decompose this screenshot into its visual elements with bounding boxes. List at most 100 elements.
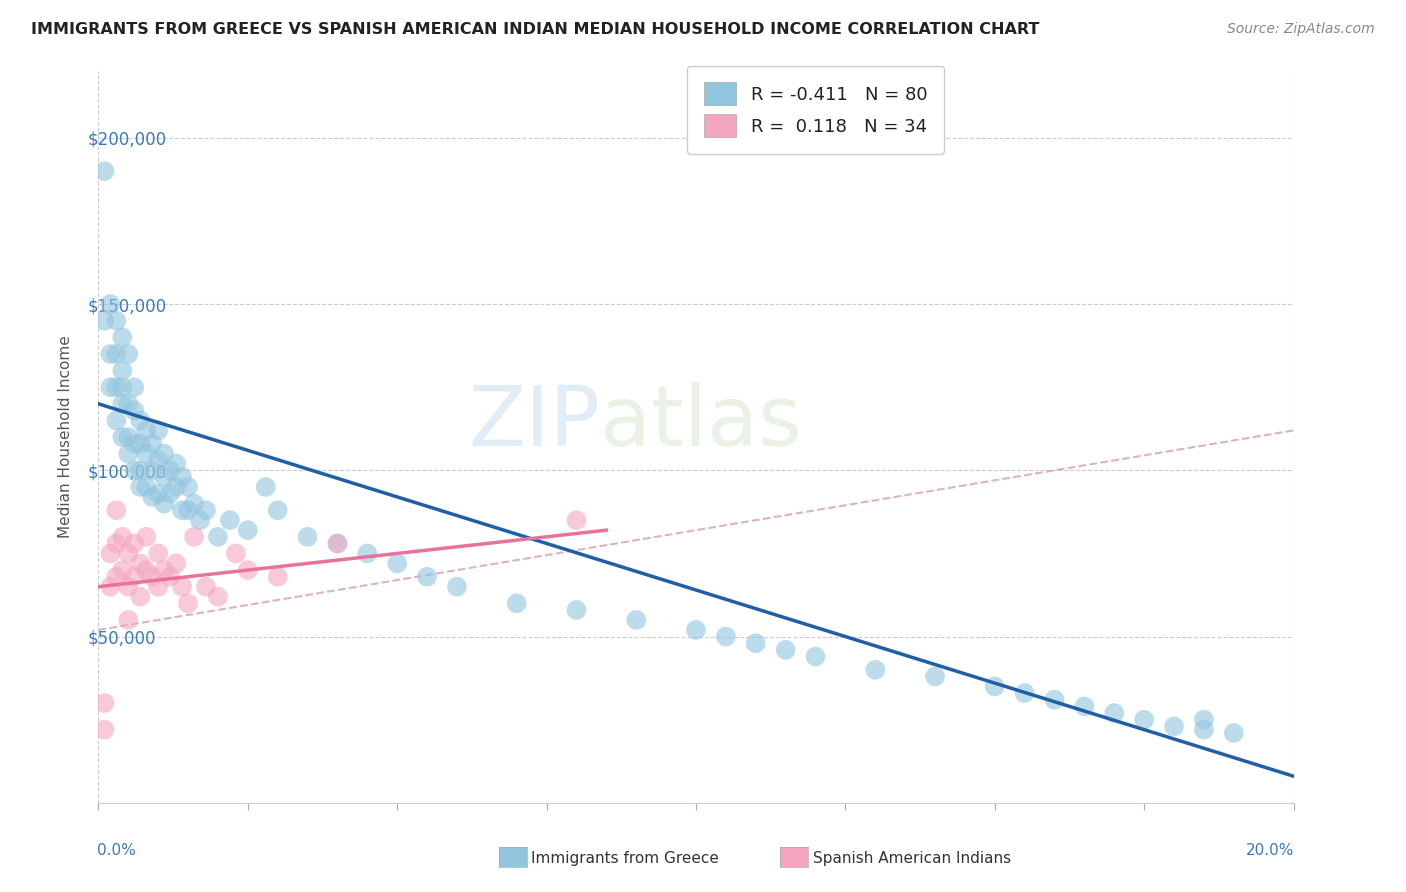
Point [1192, 713, 1215, 727]
Point [236, 523, 259, 537]
Point [565, 513, 588, 527]
Point [148, 453, 170, 467]
Point [124, 463, 146, 477]
Point [105, 314, 128, 328]
Point [98, 297, 122, 311]
Point [93, 164, 115, 178]
Legend: R = -0.411   N = 80, R =  0.118   N = 34: R = -0.411 N = 80, R = 0.118 N = 34 [688, 66, 943, 153]
Point [148, 486, 170, 500]
Point [135, 447, 157, 461]
Point [111, 430, 134, 444]
Point [135, 424, 157, 438]
Point [804, 649, 827, 664]
Point [105, 347, 128, 361]
Point [775, 643, 797, 657]
Point [183, 497, 205, 511]
Point [129, 557, 152, 571]
Point [111, 363, 134, 377]
Point [129, 480, 152, 494]
Point [165, 457, 187, 471]
Point [153, 470, 176, 484]
Point [177, 480, 200, 494]
Point [153, 447, 176, 461]
Text: ZIP: ZIP [468, 382, 600, 463]
Point [124, 403, 146, 417]
Point [117, 613, 139, 627]
Point [153, 563, 176, 577]
Point [135, 530, 157, 544]
Point [219, 513, 242, 527]
Point [195, 580, 218, 594]
Point [626, 613, 648, 627]
Point [1133, 713, 1156, 727]
Point [105, 503, 128, 517]
Point [984, 680, 1007, 694]
Point [1104, 706, 1126, 720]
Point [172, 470, 194, 484]
Point [129, 436, 152, 450]
Point [385, 557, 409, 571]
Point [326, 536, 349, 550]
Point [124, 536, 146, 550]
Point [105, 380, 128, 394]
Point [159, 486, 181, 500]
Point [225, 546, 247, 560]
Point [93, 314, 115, 328]
Point [117, 546, 139, 560]
Point [135, 563, 157, 577]
Text: 20.0%: 20.0% [1246, 843, 1295, 858]
Point [1223, 726, 1246, 740]
Point [98, 546, 122, 560]
Point [129, 463, 152, 477]
Point [93, 696, 115, 710]
Point [297, 530, 319, 544]
Point [177, 503, 200, 517]
Point [267, 503, 290, 517]
Point [148, 580, 170, 594]
Point [172, 580, 194, 594]
Point [188, 513, 211, 527]
Point [124, 380, 146, 394]
Point [153, 497, 176, 511]
Point [183, 530, 205, 544]
Point [98, 347, 122, 361]
Point [117, 447, 139, 461]
Point [111, 380, 134, 394]
Point [165, 557, 187, 571]
Point [98, 380, 122, 394]
Point [129, 590, 152, 604]
Point [105, 413, 128, 427]
Text: IMMIGRANTS FROM GREECE VS SPANISH AMERICAN INDIAN MEDIAN HOUSEHOLD INCOME CORREL: IMMIGRANTS FROM GREECE VS SPANISH AMERIC… [31, 22, 1039, 37]
Point [117, 347, 139, 361]
Point [129, 413, 152, 427]
Point [267, 570, 290, 584]
Point [172, 503, 194, 517]
Point [165, 480, 187, 494]
Point [195, 503, 218, 517]
Point [159, 463, 181, 477]
Point [93, 723, 115, 737]
Point [111, 397, 134, 411]
Point [326, 536, 349, 550]
Point [148, 424, 170, 438]
Point [105, 536, 128, 550]
Point [117, 397, 139, 411]
Text: Spanish American Indians: Spanish American Indians [813, 851, 1011, 865]
Point [356, 546, 378, 560]
Point [446, 580, 468, 594]
Point [98, 580, 122, 594]
Point [207, 590, 229, 604]
Point [117, 430, 139, 444]
Point [111, 563, 134, 577]
Point [416, 570, 439, 584]
Point [236, 563, 259, 577]
Point [1163, 719, 1185, 733]
Point [1043, 692, 1066, 706]
Point [207, 530, 229, 544]
Point [159, 570, 181, 584]
Point [506, 596, 529, 610]
Point [254, 480, 277, 494]
Point [745, 636, 768, 650]
Point [148, 546, 170, 560]
Point [141, 463, 163, 477]
